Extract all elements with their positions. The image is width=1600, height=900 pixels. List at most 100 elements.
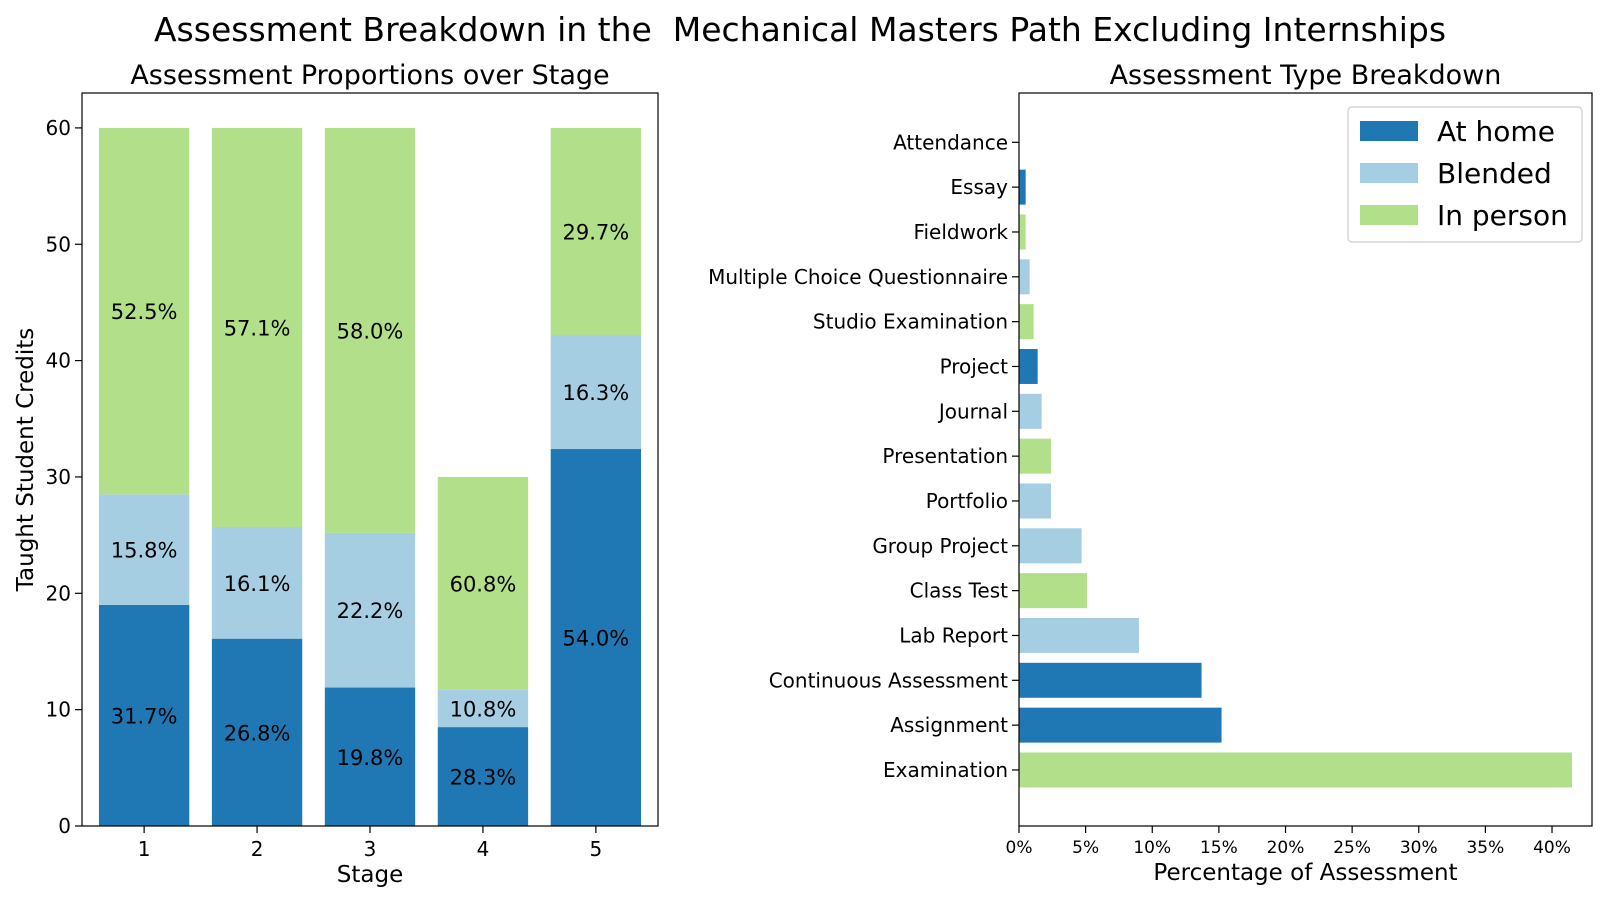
assessment-type-label: Journal	[937, 399, 1008, 423]
bar-value-label: 15.8%	[111, 539, 178, 563]
bar-value-label: 16.3%	[563, 381, 630, 405]
x-tick-label: 20%	[1267, 838, 1305, 858]
bar-percentage-labels: 31.7% 15.8% 52.5% 26.8% 16.1% 57.1% 19.8% 22.2%…	[111, 220, 629, 789]
bar-segment-blended	[98, 494, 190, 605]
legend-label: In person	[1437, 199, 1568, 232]
y-tick-label: 60	[46, 116, 71, 140]
bar-value-label: 19.8%	[337, 746, 404, 770]
horizontal-bars	[1019, 169, 1573, 788]
x-tick-label: 3	[364, 837, 377, 861]
assessment-type-label: Group Project	[872, 534, 1008, 558]
assessment-type-label: Continuous Assessment	[769, 668, 1008, 692]
bar-segment-in-person	[98, 127, 190, 495]
bar-segment-in-person	[437, 476, 529, 690]
bar-value-label: 10.8%	[450, 697, 517, 721]
left-x-axis: 1 2 3 4 5	[138, 826, 602, 861]
bar-segment-blended	[550, 335, 642, 450]
assessment-bar-at-home	[1019, 348, 1038, 384]
assessment-type-label: Studio Examination	[813, 310, 1008, 334]
bar-value-label: 52.5%	[111, 300, 178, 324]
left-y-axis: 0 10 20 30 40 50 60	[46, 116, 82, 838]
assessment-type-label: Fieldwork	[913, 220, 1008, 244]
x-tick-label: 5%	[1072, 838, 1099, 858]
bar-segment-at-home	[98, 604, 190, 826]
assessment-bar-in-person	[1019, 304, 1034, 340]
bar-value-label: 26.8%	[224, 721, 291, 745]
assessment-type-label: Essay	[950, 175, 1008, 199]
assessment-bar-in-person	[1019, 573, 1087, 609]
x-tick-label: 25%	[1333, 838, 1371, 858]
assessment-type-label: Portfolio	[926, 489, 1008, 513]
y-tick-label: 50	[46, 232, 71, 256]
assessment-type-label: Project	[940, 354, 1009, 378]
x-tick-label: 30%	[1400, 838, 1438, 858]
bar-value-label: 58.0%	[337, 319, 404, 343]
bar-value-label: 57.1%	[224, 316, 291, 340]
x-tick-label: 10%	[1133, 838, 1171, 858]
assessment-bar-blended	[1019, 617, 1139, 653]
y-tick-label: 30	[46, 465, 71, 489]
x-tick-label: 2	[251, 837, 264, 861]
legend: At home Blended In person	[1347, 106, 1583, 243]
assessment-type-label: Examination	[883, 758, 1008, 782]
x-tick-label: 5	[590, 837, 603, 861]
bar-value-label: 29.7%	[563, 220, 630, 244]
x-tick-label: 0%	[1006, 838, 1033, 858]
assessment-bar-blended	[1019, 528, 1082, 564]
legend-swatch-blended	[1360, 163, 1418, 183]
assessment-bar-blended	[1019, 483, 1051, 519]
bar-segment-in-person	[211, 127, 303, 527]
left-chart-title: Assessment Proportions over Stage	[130, 60, 609, 91]
bar-value-label: 16.1%	[224, 572, 291, 596]
x-tick-label: 15%	[1200, 838, 1238, 858]
y-tick-label: 0	[58, 814, 71, 838]
assessment-bar-blended	[1019, 259, 1030, 295]
right-chart-title: Assessment Type Breakdown	[1110, 60, 1502, 91]
assessment-type-label: Assignment	[890, 713, 1008, 737]
right-x-axis: 0% 5% 10% 15% 20% 25% 30% 35% 40%	[1006, 826, 1571, 858]
assessment-bar-blended	[1019, 393, 1042, 429]
right-plot-frame	[1018, 92, 1593, 827]
bar-segment-at-home	[211, 638, 303, 826]
bar-value-label: 31.7%	[111, 704, 178, 728]
x-tick-label: 4	[477, 837, 490, 861]
horizontal-bar-chart: Attendance Essay Fieldwork Multiple Choice …	[708, 60, 1593, 886]
assessment-type-label: Attendance	[893, 130, 1008, 154]
x-tick-label: 1	[138, 837, 151, 861]
assessment-type-label: Class Test	[910, 579, 1009, 603]
left-y-axis-label: Taught Student Credits	[13, 328, 39, 592]
legend-swatch-in-person	[1360, 205, 1418, 225]
y-tick-label: 40	[46, 349, 71, 373]
assessment-bar-in-person	[1019, 752, 1573, 788]
assessment-bar-at-home	[1019, 662, 1202, 698]
x-tick-label: 35%	[1466, 838, 1504, 858]
bar-segment-at-home	[437, 727, 529, 826]
bar-segment-in-person	[550, 127, 642, 336]
figure-title: Assessment Breakdown in the Mechanical M…	[153, 10, 1447, 49]
bar-value-label: 22.2%	[337, 599, 404, 623]
left-x-axis-label: Stage	[337, 862, 403, 888]
legend-swatch-at-home	[1360, 121, 1418, 141]
assessment-type-label: Lab Report	[899, 623, 1008, 647]
bar-segment-blended	[324, 532, 416, 688]
bar-segment-in-person	[324, 127, 416, 533]
bar-segment-at-home	[550, 449, 642, 826]
x-tick-label: 40%	[1533, 838, 1571, 858]
assessment-type-label: Presentation	[882, 444, 1008, 468]
stacked-bars	[98, 127, 642, 826]
right-y-axis: Attendance Essay Fieldwork Multiple Choice …	[708, 130, 1019, 782]
bar-value-label: 60.8%	[450, 572, 517, 596]
assessment-bar-in-person	[1019, 438, 1051, 474]
bar-segment-blended	[437, 689, 529, 728]
assessment-type-label: Multiple Choice Questionnaire	[708, 265, 1008, 289]
bar-value-label: 28.3%	[450, 766, 517, 790]
y-tick-label: 10	[46, 698, 71, 722]
legend-label: At home	[1437, 115, 1555, 148]
bar-segment-blended	[211, 526, 303, 639]
assessment-bar-at-home	[1019, 169, 1026, 205]
stacked-bar-chart: 31.7% 15.8% 52.5% 26.8% 16.1% 57.1% 19.8% 22.2%…	[13, 60, 659, 888]
assessment-bar-at-home	[1019, 707, 1222, 743]
legend-label: Blended	[1437, 157, 1552, 190]
bar-segment-at-home	[324, 687, 416, 826]
